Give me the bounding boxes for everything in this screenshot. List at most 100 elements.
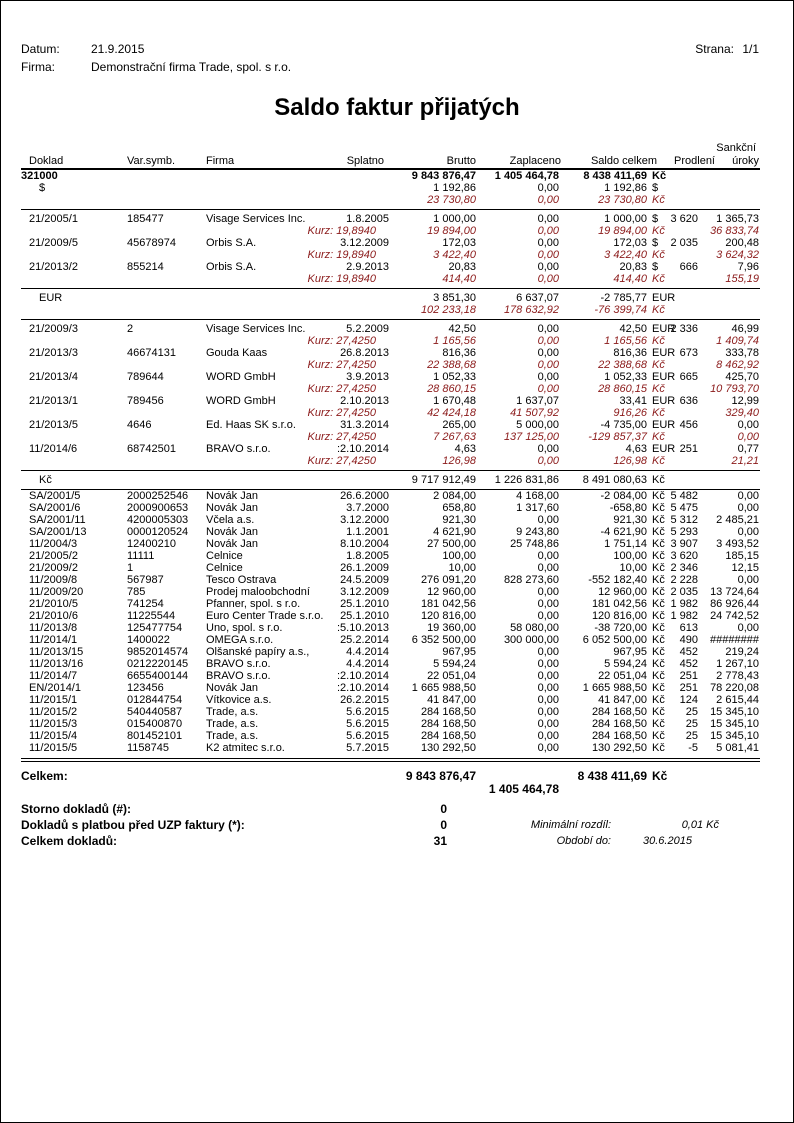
invoice-prodleni: 613 <box>679 622 698 634</box>
invoice-saldo: -4 621,90 <box>600 526 647 538</box>
invoice-doklad: 11/2015/5 <box>29 742 78 754</box>
currency-label: $ <box>39 182 46 194</box>
invoice-sankce: 2 778,43 <box>716 670 759 682</box>
invoice-sankce: 78 220,08 <box>710 682 759 694</box>
invoice-splatno: 5.6.2015 <box>346 718 389 730</box>
invoice-vs: 855214 <box>127 261 164 273</box>
column-header: Saldo celkem <box>590 155 657 167</box>
rule <box>21 288 760 289</box>
group-total-czk-mena: Kč <box>652 194 665 206</box>
invoice-prodleni: 1 982 <box>670 610 698 622</box>
invoice-doklad: 21/2013/3 <box>29 347 78 359</box>
invoice-saldo: 172,03 <box>613 237 647 249</box>
invoice-brutto: 276 091,20 <box>420 574 476 586</box>
invoice-doklad: 21/2010/5 <box>29 598 78 610</box>
invoice-firma: WORD GmbH <box>206 371 276 383</box>
invoice-zaplaceno: 0,00 <box>537 670 559 682</box>
invoice-sankce: 7,96 <box>737 261 759 273</box>
invoice-splatno: 3.12.2000 <box>340 514 389 526</box>
invoice-sankce: 425,70 <box>725 371 759 383</box>
invoice-sankce: 12,15 <box>731 562 759 574</box>
invoice-sankce: 86 926,44 <box>710 598 759 610</box>
invoice-brutto: 967,95 <box>442 646 476 658</box>
invoice-mena: Kč <box>652 670 665 682</box>
invoice-zaplaceno: 0,00 <box>537 550 559 562</box>
invoice-firma: Trade, a.s. <box>206 706 259 718</box>
invoice-sankce: 0,77 <box>737 443 759 455</box>
invoice-vs: 4646 <box>127 419 152 431</box>
total-label: Celkem: <box>21 769 68 783</box>
invoice-czk-kurz: Kurz: 19,8940 <box>307 225 377 237</box>
group-total-brutto: 3 851,30 <box>433 292 476 304</box>
invoice-brutto: 6 352 500,00 <box>411 634 476 646</box>
invoice-firma: Orbis S.A. <box>206 237 257 249</box>
invoice-doklad: 11/2004/3 <box>29 538 78 550</box>
group-total-saldo: -2 785,77 <box>600 292 647 304</box>
invoice-czk-mena: Kč <box>652 249 665 261</box>
group-total-czk-brutto: 23 730,80 <box>427 194 476 206</box>
invoice-czk-sankce: 21,21 <box>731 455 759 467</box>
page-label: Strana: <box>695 42 734 56</box>
invoice-firma: K2 atmitec s.r.o. <box>206 742 285 754</box>
invoice-saldo: 5 594,24 <box>604 658 647 670</box>
invoice-firma: OMEGA s.r.o. <box>206 634 274 646</box>
invoice-mena: Kč <box>652 574 665 586</box>
column-header: Zaplaceno <box>509 155 561 167</box>
invoice-zaplaceno: 0,00 <box>537 682 559 694</box>
invoice-vs: 1 <box>127 562 134 574</box>
invoice-brutto: 42,50 <box>448 323 476 335</box>
total-brutto: 9 843 876,47 <box>405 769 476 783</box>
invoice-brutto: 4 621,90 <box>433 526 476 538</box>
invoice-prodleni: 452 <box>679 646 698 658</box>
invoice-czk-kurz: Kurz: 27,4250 <box>307 335 377 347</box>
invoice-doklad: 21/2005/1 <box>29 213 78 225</box>
invoice-prodleni: 456 <box>679 419 698 431</box>
invoice-sankce: 219,24 <box>725 646 759 658</box>
invoice-vs: 015400870 <box>127 718 183 730</box>
invoice-zaplaceno: 0,00 <box>537 658 559 670</box>
invoice-prodleni: 636 <box>679 395 698 407</box>
invoice-brutto: 1 670,48 <box>433 395 476 407</box>
invoice-splatno: 4.4.2014 <box>346 646 389 658</box>
invoice-czk-brutto: 7 267,63 <box>433 431 476 443</box>
invoice-vs: 789456 <box>127 395 164 407</box>
rule <box>21 758 760 759</box>
invoice-czk-zaplaceno: 0,00 <box>537 225 559 237</box>
invoice-czk-kurz: Kurz: 27,4250 <box>307 431 377 443</box>
invoice-splatno: :2.10.2014 <box>337 670 389 682</box>
invoice-mena: Kč <box>652 550 665 562</box>
invoice-czk-mena: Kč <box>652 273 665 285</box>
invoice-czk-sankce: 0,00 <box>737 431 759 443</box>
invoice-saldo: 1 751,14 <box>604 538 647 550</box>
invoice-vs: 12400210 <box>127 538 176 550</box>
invoice-doklad: 11/2013/16 <box>29 658 84 670</box>
invoice-czk-zaplaceno: 0,00 <box>537 383 559 395</box>
invoice-mena: Kč <box>652 706 665 718</box>
invoice-prodleni: 3 620 <box>670 213 698 225</box>
invoice-zaplaceno: 0,00 <box>537 694 559 706</box>
invoice-splatno: 3.12.2009 <box>340 237 389 249</box>
invoice-doklad: 11/2015/4 <box>29 730 78 742</box>
invoice-doklad: 11/2014/6 <box>29 443 78 455</box>
invoice-saldo: 1 052,33 <box>604 371 647 383</box>
rule <box>21 209 760 210</box>
invoice-mena: $ <box>652 237 659 249</box>
invoice-firma: Tesco Ostrava <box>206 574 277 586</box>
invoice-saldo: 967,95 <box>613 646 647 658</box>
invoice-splatno: 25.1.2010 <box>340 598 389 610</box>
invoice-saldo: 284 168,50 <box>591 706 647 718</box>
invoice-mena: Kč <box>652 538 665 550</box>
invoice-saldo: 41 847,00 <box>598 694 647 706</box>
invoice-czk-saldo: 3 422,40 <box>604 249 647 261</box>
invoice-prodleni: 251 <box>679 443 698 455</box>
invoice-brutto: 2 084,00 <box>433 490 476 502</box>
invoice-mena: Kč <box>652 682 665 694</box>
invoice-firma: BRAVO s.r.o. <box>206 658 271 670</box>
invoice-vs: 4200005303 <box>127 514 189 526</box>
invoice-firma: Celnice <box>206 550 243 562</box>
invoice-vs: 012844754 <box>127 694 183 706</box>
invoice-mena: Kč <box>652 718 665 730</box>
invoice-doklad: SA/2001/11 <box>29 514 86 526</box>
invoice-mena: Kč <box>652 490 665 502</box>
